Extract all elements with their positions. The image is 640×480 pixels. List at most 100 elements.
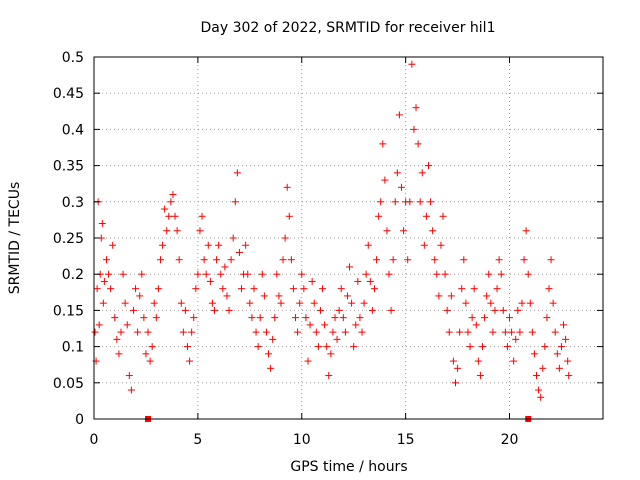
data-point [501,328,509,336]
data-point [526,299,534,307]
data-point [358,328,366,336]
data-point [325,372,333,380]
data-point [206,277,214,285]
data-point [111,314,119,322]
data-point [414,140,422,148]
data-point [522,227,530,235]
data-point [319,285,327,293]
data-point [553,350,561,358]
data-point [481,314,489,322]
data-point [175,256,183,264]
data-point [489,328,497,336]
data-point [308,277,316,285]
data-point [346,263,354,271]
data-point [454,364,462,372]
data-point [300,285,308,293]
data-point [560,321,568,329]
data-point [404,256,412,264]
data-point [289,285,297,293]
data-point [335,306,343,314]
data-point [136,292,144,300]
data-point [186,357,194,365]
data-point [495,256,503,264]
data-point [310,299,318,307]
data-point [159,241,167,249]
data-point [541,343,549,351]
data-point [163,227,171,235]
data-point [348,299,356,307]
data-point [167,198,175,206]
data-point [468,314,476,322]
data-point [188,328,196,336]
data-point [109,241,117,249]
data-point [221,263,229,271]
data-point [373,256,381,264]
y-tick-label: 0.35 [53,159,84,175]
y-tick-label: 0.05 [53,376,84,392]
data-point [476,372,484,380]
x-tick-label: 15 [397,432,415,448]
data-point [200,256,208,264]
x-tick-label: 20 [501,432,519,448]
data-point [493,285,501,293]
grid [94,57,603,419]
data-point [339,314,347,322]
data-point [142,350,150,358]
data-point [152,314,160,322]
y-tick-label: 0.25 [53,231,84,247]
data-point [279,256,287,264]
data-point [304,357,312,365]
data-point [462,299,470,307]
data-point [98,220,106,228]
data-point [449,357,457,365]
data-point [100,277,108,285]
data-point [227,256,235,264]
chart-title: Day 302 of 2022, SRMTID for receiver hil… [201,20,496,36]
data-point [410,125,418,133]
data-point [395,111,403,119]
data-point [105,270,113,278]
data-point [506,314,514,322]
data-point [437,241,445,249]
data-point [416,198,424,206]
data-point [352,321,360,329]
data-point [329,328,337,336]
data-point [381,176,389,184]
data-point [375,212,383,220]
data-point [269,335,277,343]
data-point [337,285,345,293]
data-point [485,270,493,278]
data-point [194,270,202,278]
data-point [202,270,210,278]
data-point [115,350,123,358]
data-point [183,343,191,351]
data-point [537,393,545,401]
data-point [470,285,478,293]
data-point [555,364,563,372]
data-point [134,328,142,336]
data-point [314,343,322,351]
data-point [271,314,279,322]
data-point [229,234,237,242]
data-point [464,328,472,336]
data-point [254,343,262,351]
data-point [171,212,179,220]
data-point [233,169,241,177]
y-tick-label: 0.3 [62,195,84,211]
data-point [144,328,152,336]
data-point [244,270,252,278]
data-point [512,335,520,343]
data-point [246,299,254,307]
data-point [466,343,474,351]
data-point [377,198,385,206]
data-point [439,212,447,220]
data-point [156,256,164,264]
y-tick-label: 0.4 [62,122,84,138]
data-point [161,205,169,213]
data-point [458,285,466,293]
data-point [491,306,499,314]
data-point [132,285,140,293]
data-point [331,314,339,322]
data-point [435,292,443,300]
data-point [316,306,324,314]
